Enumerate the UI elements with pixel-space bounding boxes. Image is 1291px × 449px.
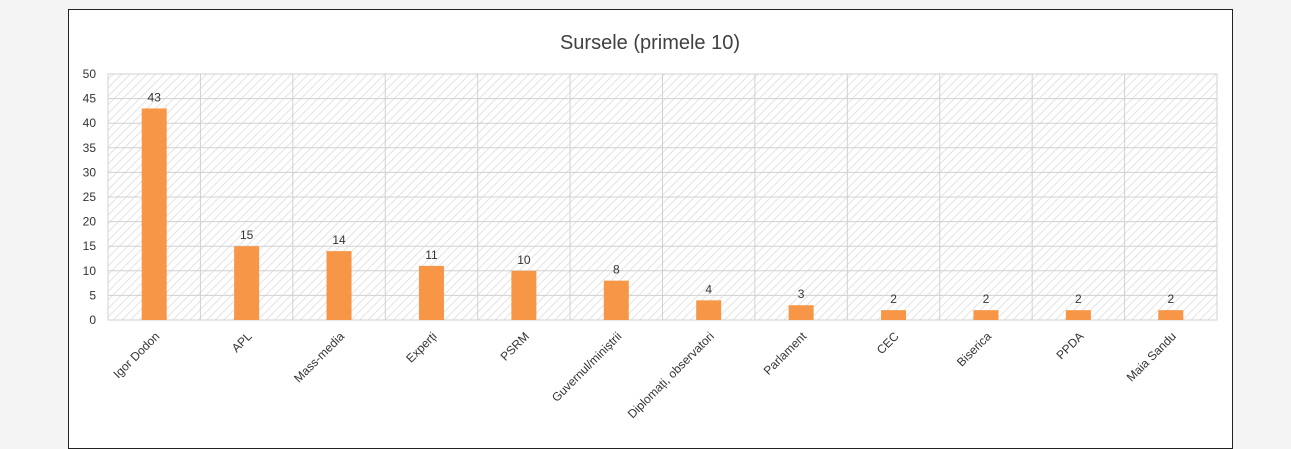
data-label: 15 — [240, 228, 254, 242]
category-label: PSRM — [498, 329, 532, 363]
chart-title: Sursele (primele 10) — [560, 32, 740, 54]
data-label: 10 — [517, 253, 531, 267]
category-label: Biserica — [954, 329, 994, 369]
bar — [603, 280, 629, 320]
y-tick-label: 35 — [83, 141, 97, 155]
category-label: Igor Dodon — [110, 329, 162, 381]
bar — [1065, 310, 1091, 320]
category-label: Parlament — [761, 329, 810, 378]
bar — [326, 251, 352, 320]
y-tick-label: 10 — [83, 264, 97, 278]
category-label: Mass-media — [291, 329, 347, 385]
y-axis-ticks: 0 5 10 15 20 25 30 35 40 45 50 — [83, 67, 97, 327]
page-margin — [1233, 0, 1291, 439]
bar — [696, 300, 722, 320]
category-label: Guvernul/miniștrii — [549, 329, 624, 404]
bar — [881, 310, 907, 320]
bar-chart: Sursele (primele 10) 0 5 10 15 20 25 30 35 40 45 5… — [83, 32, 1218, 421]
data-label: 11 — [425, 248, 438, 262]
bar — [788, 305, 814, 320]
y-tick-label: 5 — [89, 288, 96, 302]
category-label: Diplomați, observatori — [625, 329, 717, 421]
category-label: CEC — [874, 329, 902, 357]
bar — [973, 310, 999, 320]
y-tick-label: 20 — [83, 215, 97, 229]
category-labels: Igor Dodon APL Mass-media Experți PSRM Guvern… — [110, 329, 1178, 421]
category-label: PPDA — [1053, 329, 1086, 362]
data-label: 2 — [1075, 292, 1082, 306]
category-label: Experți — [403, 329, 439, 365]
category-label: APL — [229, 329, 255, 355]
data-label: 8 — [613, 263, 620, 277]
y-tick-label: 25 — [83, 190, 97, 204]
data-label: 4 — [705, 282, 712, 296]
y-tick-label: 15 — [83, 239, 97, 253]
data-label: 2 — [983, 292, 990, 306]
data-label: 2 — [1167, 292, 1174, 306]
gridlines — [108, 73, 1217, 321]
bar — [418, 265, 444, 320]
y-tick-label: 0 — [89, 313, 96, 327]
bars — [141, 108, 1184, 320]
y-tick-label: 50 — [83, 67, 97, 81]
data-label: 2 — [890, 292, 897, 306]
data-label: 14 — [332, 233, 346, 247]
bar — [141, 108, 167, 320]
category-label: Maia Sandu — [1124, 329, 1179, 384]
y-tick-label: 40 — [83, 116, 97, 130]
y-tick-label: 30 — [83, 165, 97, 179]
data-label: 43 — [148, 90, 162, 104]
data-label: 3 — [798, 287, 805, 301]
y-tick-label: 45 — [83, 92, 97, 106]
bar — [234, 246, 260, 320]
bar — [511, 270, 537, 320]
bar — [1158, 310, 1184, 320]
